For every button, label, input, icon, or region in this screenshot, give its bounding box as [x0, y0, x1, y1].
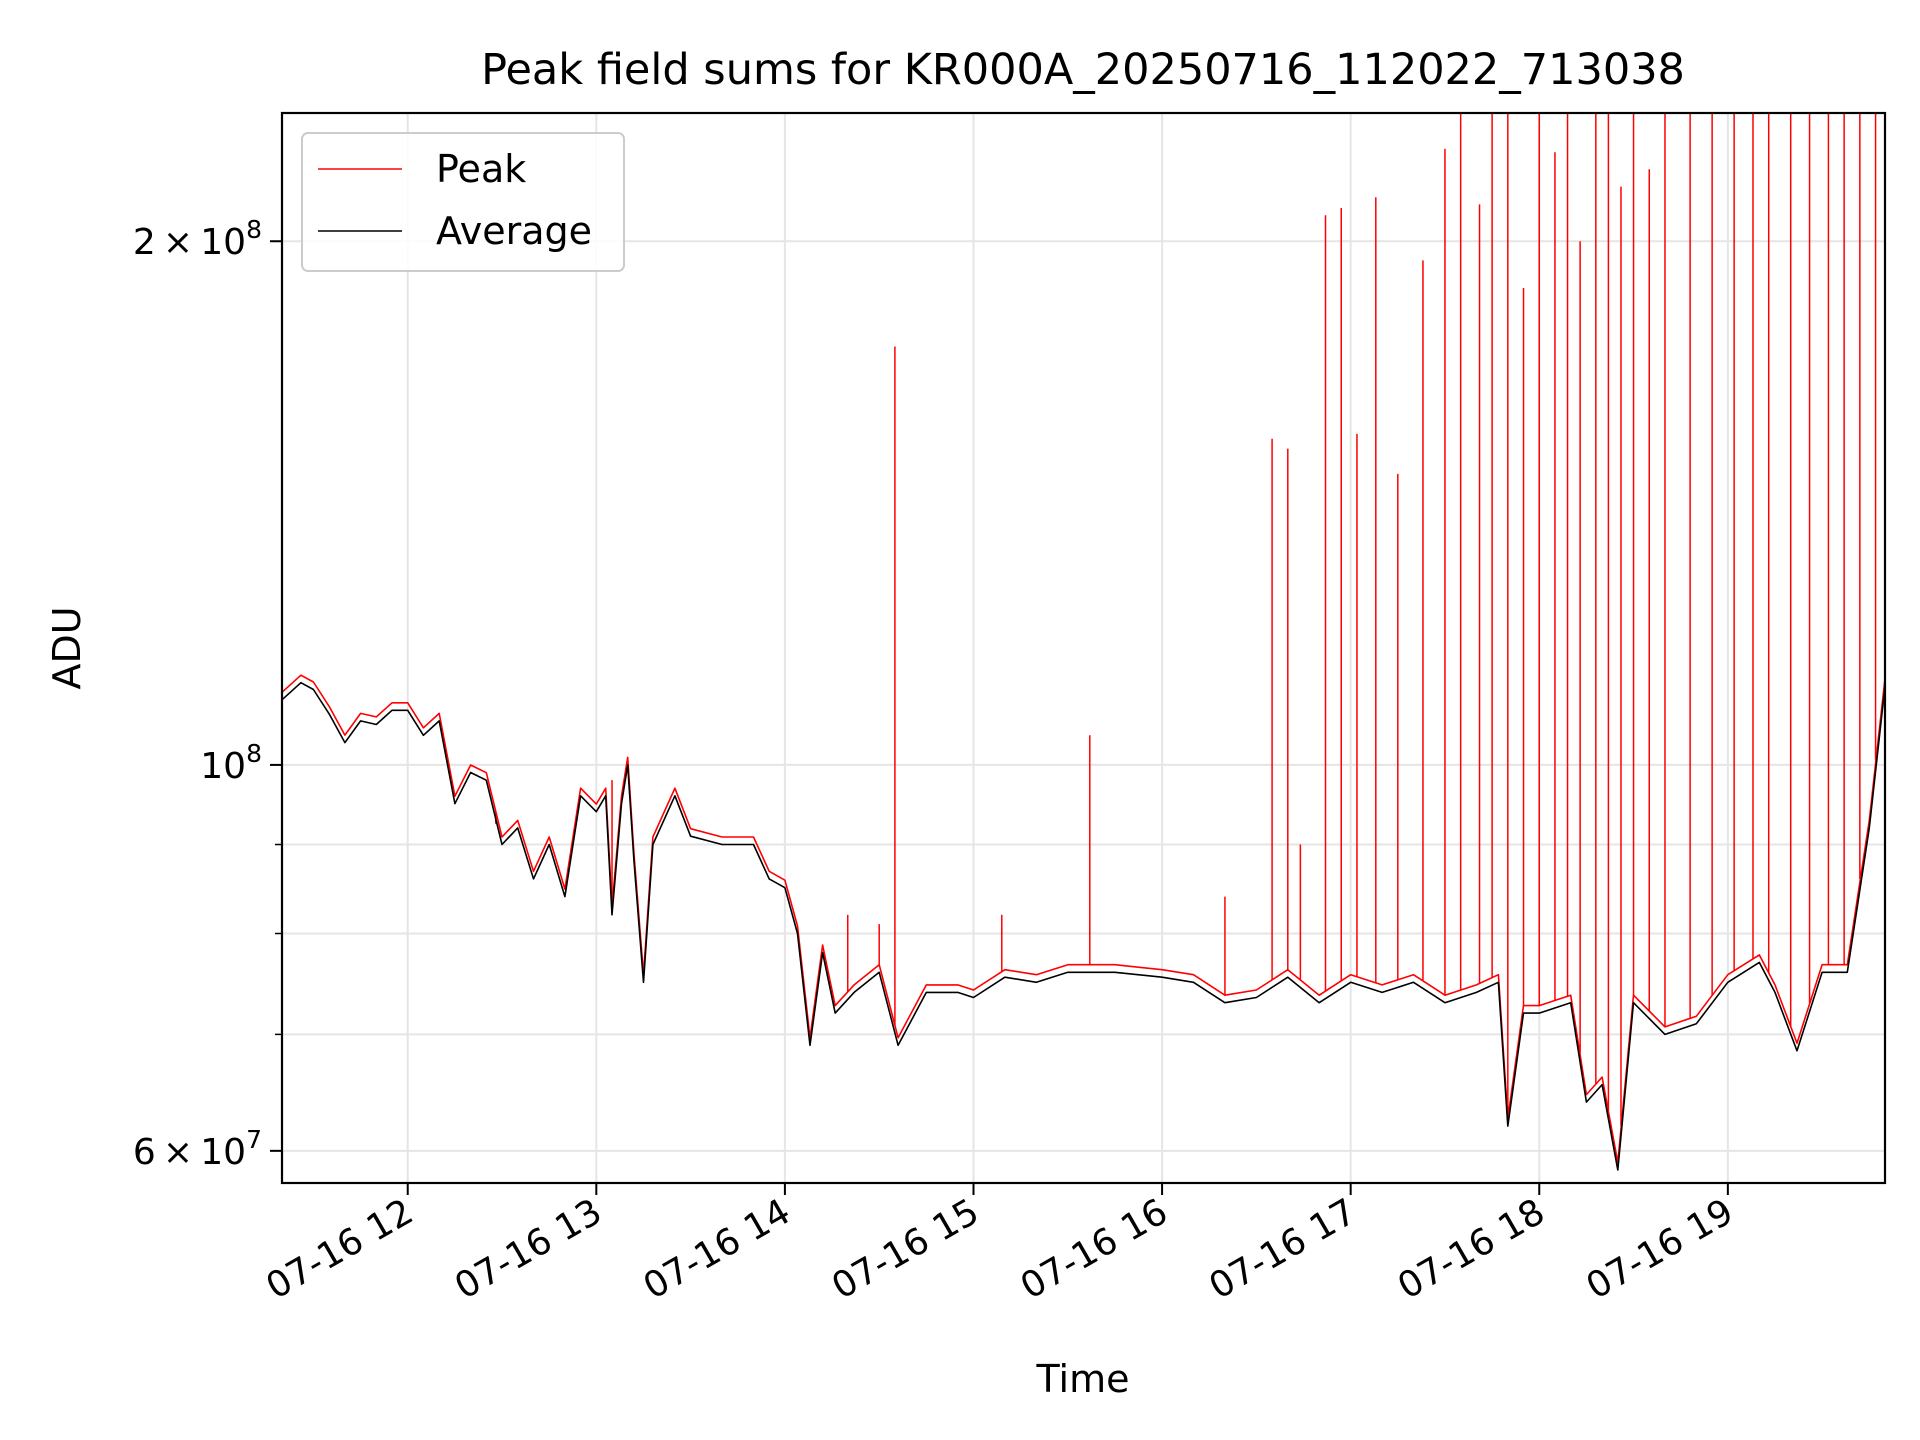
- y-axis-label: ADU: [45, 606, 89, 689]
- legend-label-average: Average: [436, 209, 592, 253]
- chart-title: Peak field sums for KR000A_20250716_1120…: [481, 45, 1685, 95]
- y-tick-label: 108: [200, 739, 262, 787]
- y-tick-label: 2 × 108: [133, 215, 262, 263]
- plot-series: [282, 113, 1885, 1171]
- plot-frame: [280, 111, 1887, 1185]
- legend: Peak Average: [301, 132, 625, 272]
- grid: [282, 113, 1885, 1183]
- legend-box: [301, 132, 625, 272]
- x-axis-label: Time: [1036, 1357, 1130, 1401]
- series-line-peak: [282, 674, 1885, 1164]
- legend-label-peak: Peak: [436, 147, 526, 191]
- series-line-average: [282, 681, 1885, 1171]
- y-tick-label: 6 × 107: [133, 1125, 262, 1173]
